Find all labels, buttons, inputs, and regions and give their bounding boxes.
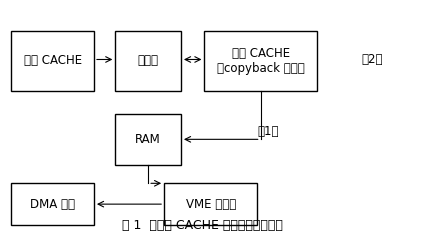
Text: （1）: （1） bbox=[257, 125, 279, 138]
Bar bbox=[115, 31, 181, 91]
Bar bbox=[11, 31, 94, 91]
Text: RAM: RAM bbox=[135, 133, 161, 146]
Text: （2）: （2） bbox=[361, 53, 383, 66]
Text: 处理器: 处理器 bbox=[138, 54, 159, 67]
Text: 数据 CACHE
（copyback 模式）: 数据 CACHE （copyback 模式） bbox=[217, 47, 304, 75]
Bar bbox=[115, 114, 181, 165]
Bar bbox=[204, 31, 317, 91]
Text: 图 1  使用了 CACHE 的系统的逻辑框图: 图 1 使用了 CACHE 的系统的逻辑框图 bbox=[122, 219, 283, 232]
Text: DMA 设备: DMA 设备 bbox=[30, 198, 75, 211]
Bar bbox=[11, 183, 94, 225]
Bar bbox=[164, 183, 258, 225]
Text: 指令 CACHE: 指令 CACHE bbox=[24, 54, 82, 67]
Text: VME 设备等: VME 设备等 bbox=[186, 198, 236, 211]
